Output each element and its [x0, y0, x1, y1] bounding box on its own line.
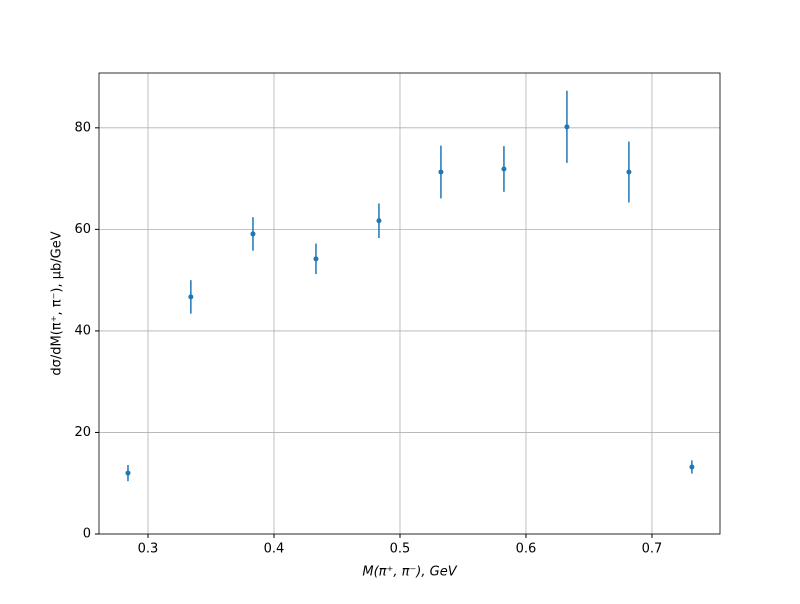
y-tick-label: 20	[74, 425, 91, 440]
y-tick-label: 80	[74, 120, 91, 135]
y-tick-label: 60	[74, 222, 91, 237]
data-point	[125, 470, 131, 476]
y-axis-label: dσ/dM(π⁺, π⁻), μb/GeV	[50, 231, 65, 375]
x-tick-label: 0.7	[642, 542, 663, 557]
data-point	[376, 218, 382, 224]
data-point	[626, 169, 632, 175]
x-tick-label: 0.6	[516, 542, 537, 557]
data-point	[564, 124, 570, 130]
x-tick-label: 0.4	[264, 542, 285, 557]
x-tick-label: 0.3	[138, 542, 159, 557]
data-point	[689, 464, 695, 470]
plot-area: 0 20 40 60 80 0.3 0.4 0.5 0.6 0.7	[74, 73, 720, 557]
data-point	[250, 231, 256, 237]
x-tick-label: 0.5	[390, 542, 411, 557]
x-axis-label: M(π⁺, π⁻), GeV	[362, 565, 457, 580]
axes-frame	[98, 72, 721, 535]
y-tick-label: 0	[83, 527, 91, 542]
data-point	[438, 169, 444, 175]
data-point	[501, 166, 507, 172]
y-tick-label: 40	[74, 323, 91, 338]
data-point	[188, 294, 194, 300]
data-point	[313, 256, 319, 262]
